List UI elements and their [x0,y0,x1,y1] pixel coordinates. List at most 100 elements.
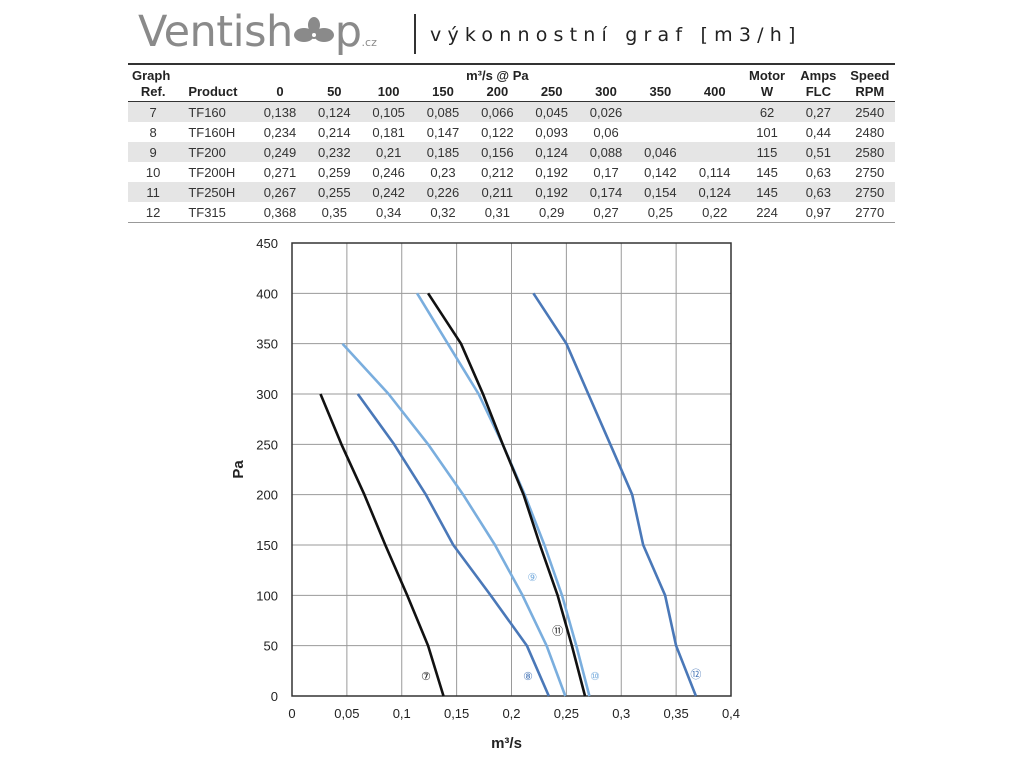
table-row: 9 TF200 0,249 0,232 0,21 0,185 0,156 0,124 0,088… [128,142,895,162]
table-cell [633,122,687,142]
table-cell [687,101,742,122]
table-cell: 0,174 [578,182,634,202]
y-axis-title: Pa [230,460,247,479]
col-header-pa-300: 300 [578,83,634,102]
y-tick-label: 400 [256,286,278,301]
series-line [427,292,587,697]
table-body: 7 TF160 0,138 0,124 0,105 0,085 0,066 0,045 0,02… [128,101,895,223]
x-tick-label: 0,15 [444,706,469,721]
y-tick-label: 350 [256,337,278,352]
table-cell: 0,63 [792,182,845,202]
table-cell: 2770 [844,202,895,223]
table-cell: 0,026 [578,101,634,122]
col-header-ref: Ref. [128,83,179,102]
table-cell: 0,192 [524,182,579,202]
table-cell: 0,31 [470,202,525,223]
table-cell: 0,185 [415,142,471,162]
table-cell: 0,21 [361,142,416,162]
page-title: výkonnostní graf [m3/h] [430,24,802,46]
table-cell: 0,212 [481,164,514,180]
series-label: ⑪ [552,625,563,638]
table-cell: 0,192 [535,164,568,180]
table-cell: 0,093 [535,124,568,140]
x-axis-title: m³/s [491,735,522,752]
table-cell: 0,114 [698,164,731,180]
col-header-rpm: RPM [844,83,895,102]
table-cell: 0,32 [415,202,471,223]
table-cell: 0,066 [470,101,525,122]
table-cell: 0,22 [687,202,742,223]
table-cell: 0,234 [263,124,297,140]
series-label: ⑧ [523,670,533,683]
table-row: 12 TF315 0,368 0,35 0,34 0,32 0,31 0,29 0,27 0,25… [128,202,895,223]
table-row: 8 TF160H 0,234 0,214 0,181 0,147 0,122 0,093 0,0… [128,122,895,142]
table-cell: 0,085 [415,101,471,122]
y-tick-label: 150 [256,538,278,553]
plot-frame [291,242,732,697]
table-cell: 11 [128,182,179,202]
x-tick-label: 0,4 [722,706,740,721]
series-line [319,393,445,697]
table-cell: 115 [741,142,793,162]
table-cell: TF200 [178,142,253,162]
table-cell: 224 [741,202,793,223]
x-tick-label: 0,1 [393,706,411,721]
table-cell: 0,29 [524,202,579,223]
table-cell: 7 [128,101,179,122]
y-tick-label: 0 [271,689,278,704]
col-header-pa-50: 50 [307,83,362,102]
fan-icon [293,16,334,42]
table-cell: 0,255 [307,182,362,202]
table-cell: 10 [145,164,161,180]
table-cell: 0,142 [644,164,677,180]
y-tick-label: 100 [256,588,278,603]
table-cell: 0,44 [805,124,832,140]
table-cell: 0,27 [578,202,634,223]
table-cell: 0,226 [415,182,471,202]
col-header-pa-250: 250 [524,83,579,102]
table-cell: 0,181 [372,124,405,140]
x-tick-label: 0,35 [663,706,688,721]
table-cell: 101 [756,124,778,140]
table-cell: 0,211 [470,182,525,202]
x-tick-label: 0,25 [554,706,579,721]
col-header-product: Product [178,83,253,102]
table-cell: 0,34 [361,202,416,223]
table-cell: 0,124 [307,101,362,122]
col-header-graph: Graph [128,63,179,83]
y-tick-label: 250 [256,437,278,452]
x-tick-label: 0,05 [334,706,359,721]
x-tick-label: 0 [288,706,295,721]
col-header-empty [178,63,253,83]
table-cell: 0,25 [633,202,688,223]
table-cell: 0,267 [252,182,308,202]
col-header-motor: Motor [741,63,793,83]
table-cell: 0,242 [361,182,416,202]
table-cell: TF200H [188,164,236,180]
table-cell: 0,271 [263,164,297,180]
col-header-pa-0: 0 [252,83,308,102]
table-cell: 145 [756,164,778,180]
table-row: 7 TF160 0,138 0,124 0,105 0,085 0,066 0,045 0,02… [128,101,895,122]
table-cell: 8 [149,124,157,140]
table-cell: 0,124 [524,142,579,162]
table-cell: 9 [128,142,179,162]
table-cell: 2580 [844,142,895,162]
table-cell: 0,045 [524,101,579,122]
col-header-pa-200: 200 [470,83,525,102]
table-cell: 0,214 [318,124,351,140]
table-cell: 2750 [844,182,895,202]
logo-tld: .cz [361,36,377,49]
table-cell: TF315 [178,202,253,223]
col-header-w: W [741,83,793,102]
table-cell: 0,156 [470,142,525,162]
table-cell: 2750 [855,164,885,180]
table-cell: 62 [741,101,793,122]
y-tick-label: 450 [256,236,278,251]
table-row: 10 TF200H 0,271 0,259 0,246 0,23 0,212 0,192 0,1… [128,162,895,182]
table-cell: 0,138 [252,101,308,122]
series-label: ⑨ [527,571,537,584]
series-label: ⑩ [590,670,600,683]
series-label: ⑫ [690,668,701,681]
series-line [532,292,698,697]
